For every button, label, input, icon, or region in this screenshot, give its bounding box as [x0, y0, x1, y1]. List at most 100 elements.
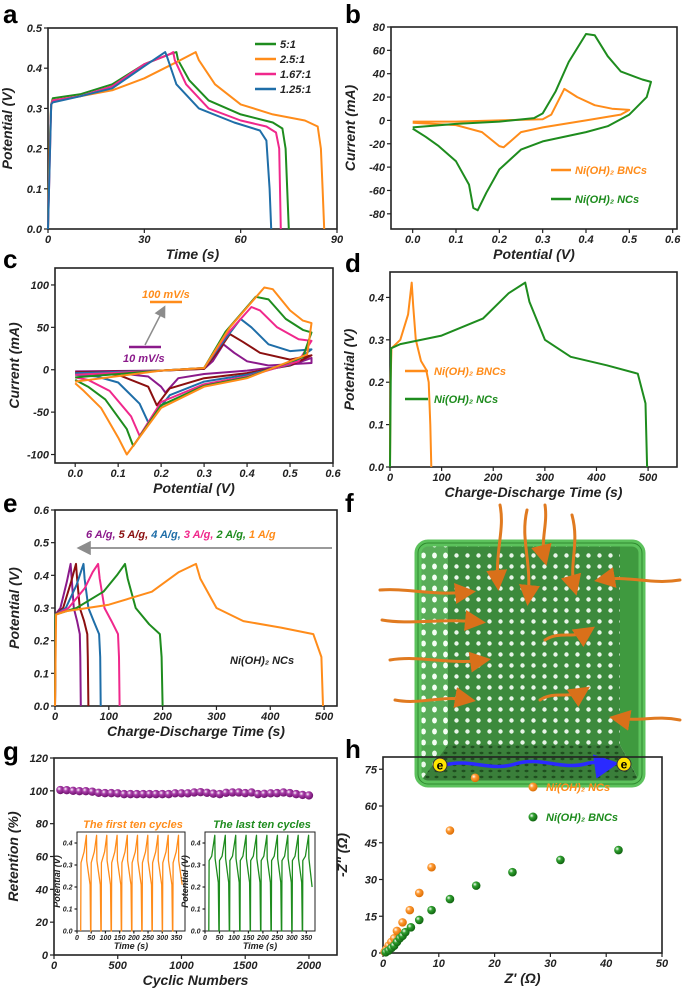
cube-illustration: e e — [378, 503, 682, 788]
data-point — [177, 789, 186, 798]
panel-label-c: c — [3, 244, 17, 274]
x-tick-label: 150 — [114, 935, 126, 942]
y-tick-label: 0.3 — [27, 103, 42, 115]
x-tick-label: 500 — [315, 711, 334, 723]
data-point — [445, 826, 455, 835]
x-tick-label: 300 — [156, 935, 168, 942]
x-tick-label: 0 — [387, 472, 394, 484]
y-tick-label: 0.0 — [63, 929, 73, 936]
data-point — [298, 790, 307, 800]
legend-label: Ni(OH)₂ NCs — [546, 782, 610, 794]
x-tick-label: 400 — [586, 472, 606, 484]
series-line — [208, 834, 313, 932]
y-tick-label: 0.6 — [34, 505, 50, 517]
data-point — [62, 785, 71, 795]
y-tick-label: 100 — [30, 786, 49, 798]
legend-label: Ni(OH)₂ BNCs — [575, 165, 647, 177]
data-point — [427, 862, 436, 872]
data-point — [132, 789, 142, 799]
data-point — [392, 926, 402, 936]
y-tick-label: 0.3 — [34, 603, 49, 615]
data-point — [398, 918, 407, 927]
x-tick-label: 0.2 — [153, 468, 168, 480]
x-tick-label: 30 — [138, 234, 151, 246]
legend-label: 3 A/g, — [184, 529, 217, 541]
y-tick-label: 0.2 — [369, 377, 384, 389]
inset-chart: 0 50 100 150 200 250 300 350 0.0 0.1 0.2 0.3 0.4 Time… — [180, 819, 316, 951]
x-axis-label: Time (s) — [166, 246, 220, 262]
data-point — [228, 788, 237, 797]
y-tick-label: 80 — [36, 819, 49, 831]
legend-label: Ni(OH)₂ NCs — [434, 394, 498, 406]
data-point — [414, 888, 424, 898]
legend-label: 6 A/g, — [86, 529, 119, 541]
series-line — [54, 562, 324, 707]
x-tick-label: 1000 — [169, 960, 194, 972]
data-point — [100, 788, 110, 798]
y-tick-label: 0.1 — [191, 907, 201, 914]
y-tick-label: 20 — [35, 917, 49, 929]
data-point — [107, 788, 116, 798]
y-tick-label: 50 — [37, 322, 50, 334]
y-tick-label: 45 — [364, 838, 378, 850]
series-line — [47, 51, 273, 230]
electron-label: e — [437, 759, 444, 773]
data-point — [68, 786, 78, 796]
data-point — [221, 788, 231, 798]
panel-label-b: b — [345, 0, 361, 29]
series-line — [47, 51, 290, 230]
data-point — [202, 788, 212, 798]
y-tick-label: 0.1 — [63, 907, 73, 914]
x-tick-label: 200 — [256, 935, 269, 942]
y-tick-label: 0.5 — [34, 538, 50, 550]
electron-label: e — [621, 758, 628, 772]
x-tick-label: 50 — [87, 935, 95, 942]
data-point — [88, 787, 97, 796]
y-axis-label: Potential (V) — [341, 328, 357, 410]
y-tick-label: -80 — [369, 209, 386, 221]
x-tick-label: 0.1 — [111, 468, 126, 480]
y-tick-label: 40 — [372, 69, 386, 81]
x-axis-label: Potential (V) — [153, 480, 235, 496]
y-tick-label: 0.4 — [34, 570, 49, 582]
series-line — [54, 562, 164, 707]
data-point — [56, 785, 65, 795]
y-tick-label: 0.2 — [27, 144, 42, 156]
panel-label-d: d — [345, 248, 361, 278]
x-tick-label: 500 — [109, 960, 128, 972]
data-point — [292, 789, 301, 799]
x-axis-label: Time (s) — [243, 941, 277, 951]
data-point — [241, 788, 250, 798]
data-point — [253, 789, 263, 799]
data-point — [215, 789, 224, 799]
data-point — [279, 788, 288, 797]
y-tick-label: 20 — [372, 92, 386, 104]
x-tick-label: 0 — [203, 935, 207, 942]
data-point — [170, 789, 180, 798]
y-tick-label: 75 — [365, 764, 378, 776]
data-point — [196, 787, 205, 797]
legend: 6 A/g, 5 A/g, 4 A/g, 3 A/g, 2 A/g, 1 A/g — [86, 529, 276, 541]
data-point — [139, 789, 148, 799]
data-point — [94, 788, 103, 798]
chart-d: 0 100 200 300 400 500 0.0 0.1 0.2 0.3 0.4 Charge-Di… — [341, 271, 678, 500]
y-tick-label: 0 — [43, 365, 50, 377]
x-tick-label: 0.6 — [325, 468, 341, 480]
y-tick-label: 0.0 — [27, 224, 43, 236]
x-axis-label: Z' (Ω) — [503, 970, 540, 986]
x-tick-label: 50 — [216, 935, 224, 942]
data-point — [164, 789, 173, 799]
legend-label: 1.67:1 — [280, 69, 311, 81]
data-point — [81, 786, 91, 796]
x-tick-label: 30 — [544, 958, 557, 970]
x-tick-label: 2000 — [296, 960, 322, 972]
y-tick-label: 30 — [365, 875, 378, 887]
data-point — [272, 788, 282, 798]
y-axis-label: Current (mA) — [342, 85, 358, 172]
x-tick-label: 0 — [52, 711, 59, 723]
legend-label: 4 A/g, — [150, 529, 184, 541]
y-tick-label: 0 — [42, 950, 49, 962]
x-tick-label: 90 — [331, 234, 344, 246]
series-line — [412, 33, 652, 212]
legend-label: 2.5:1 — [279, 54, 305, 66]
